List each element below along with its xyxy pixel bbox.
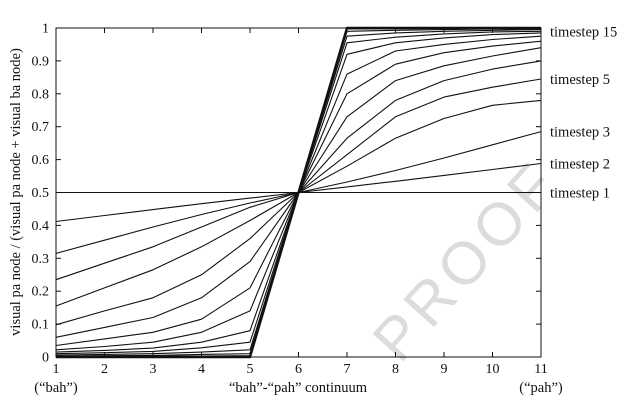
y-tick-label: 0.1 [32, 318, 50, 333]
y-tick-label: 0.8 [32, 87, 50, 102]
x-tick-label: 9 [441, 362, 448, 377]
x-tick-label: 4 [198, 362, 205, 377]
y-axis: 0 0.1 0.2 0.3 0.4 0.5 0.6 0.7 0.8 0.9 1 [32, 22, 541, 366]
series-labels: timestep 15 timestep 5 timestep 3 timestep … [550, 24, 617, 201]
series-label: timestep 1 [550, 186, 610, 202]
x-tick-label: 1 [53, 362, 60, 377]
y-tick-label: 0.3 [32, 252, 50, 267]
x-end-label-left: (“bah”) [34, 380, 78, 396]
series-label: timestep 15 [550, 24, 617, 40]
y-tick-label: 0 [42, 351, 49, 366]
y-tick-label: 1 [42, 22, 49, 37]
x-tick-label: 7 [344, 362, 351, 377]
x-tick-label: 2 [101, 362, 108, 377]
y-tick-label: 0.9 [32, 54, 50, 69]
y-tick-label: 0.2 [32, 285, 50, 300]
x-tick-label: 6 [295, 362, 302, 377]
series-label: timestep 3 [550, 125, 610, 141]
series-label: timestep 2 [550, 157, 610, 173]
x-tick-label: 3 [150, 362, 157, 377]
y-tick-label: 0.7 [32, 120, 50, 135]
x-tick-label: 11 [534, 362, 547, 377]
plot-area [55, 26, 542, 359]
y-tick-label: 0.6 [32, 153, 50, 168]
y-tick-label: 0.5 [32, 186, 50, 201]
y-axis-label: visual pa node / (visual pa node + visua… [8, 48, 24, 336]
x-end-label-right: (“pah”) [519, 380, 563, 396]
series-label: timestep 5 [550, 72, 610, 88]
y-tick-label: 0.4 [32, 219, 50, 234]
x-tick-label: 10 [486, 362, 500, 377]
x-tick-label: 5 [247, 362, 254, 377]
x-axis: 1 2 3 4 5 6 7 8 9 10 11 [53, 28, 548, 377]
x-axis-label: “bah”-“pah” continuum [229, 380, 368, 396]
x-tick-label: 8 [392, 362, 399, 377]
